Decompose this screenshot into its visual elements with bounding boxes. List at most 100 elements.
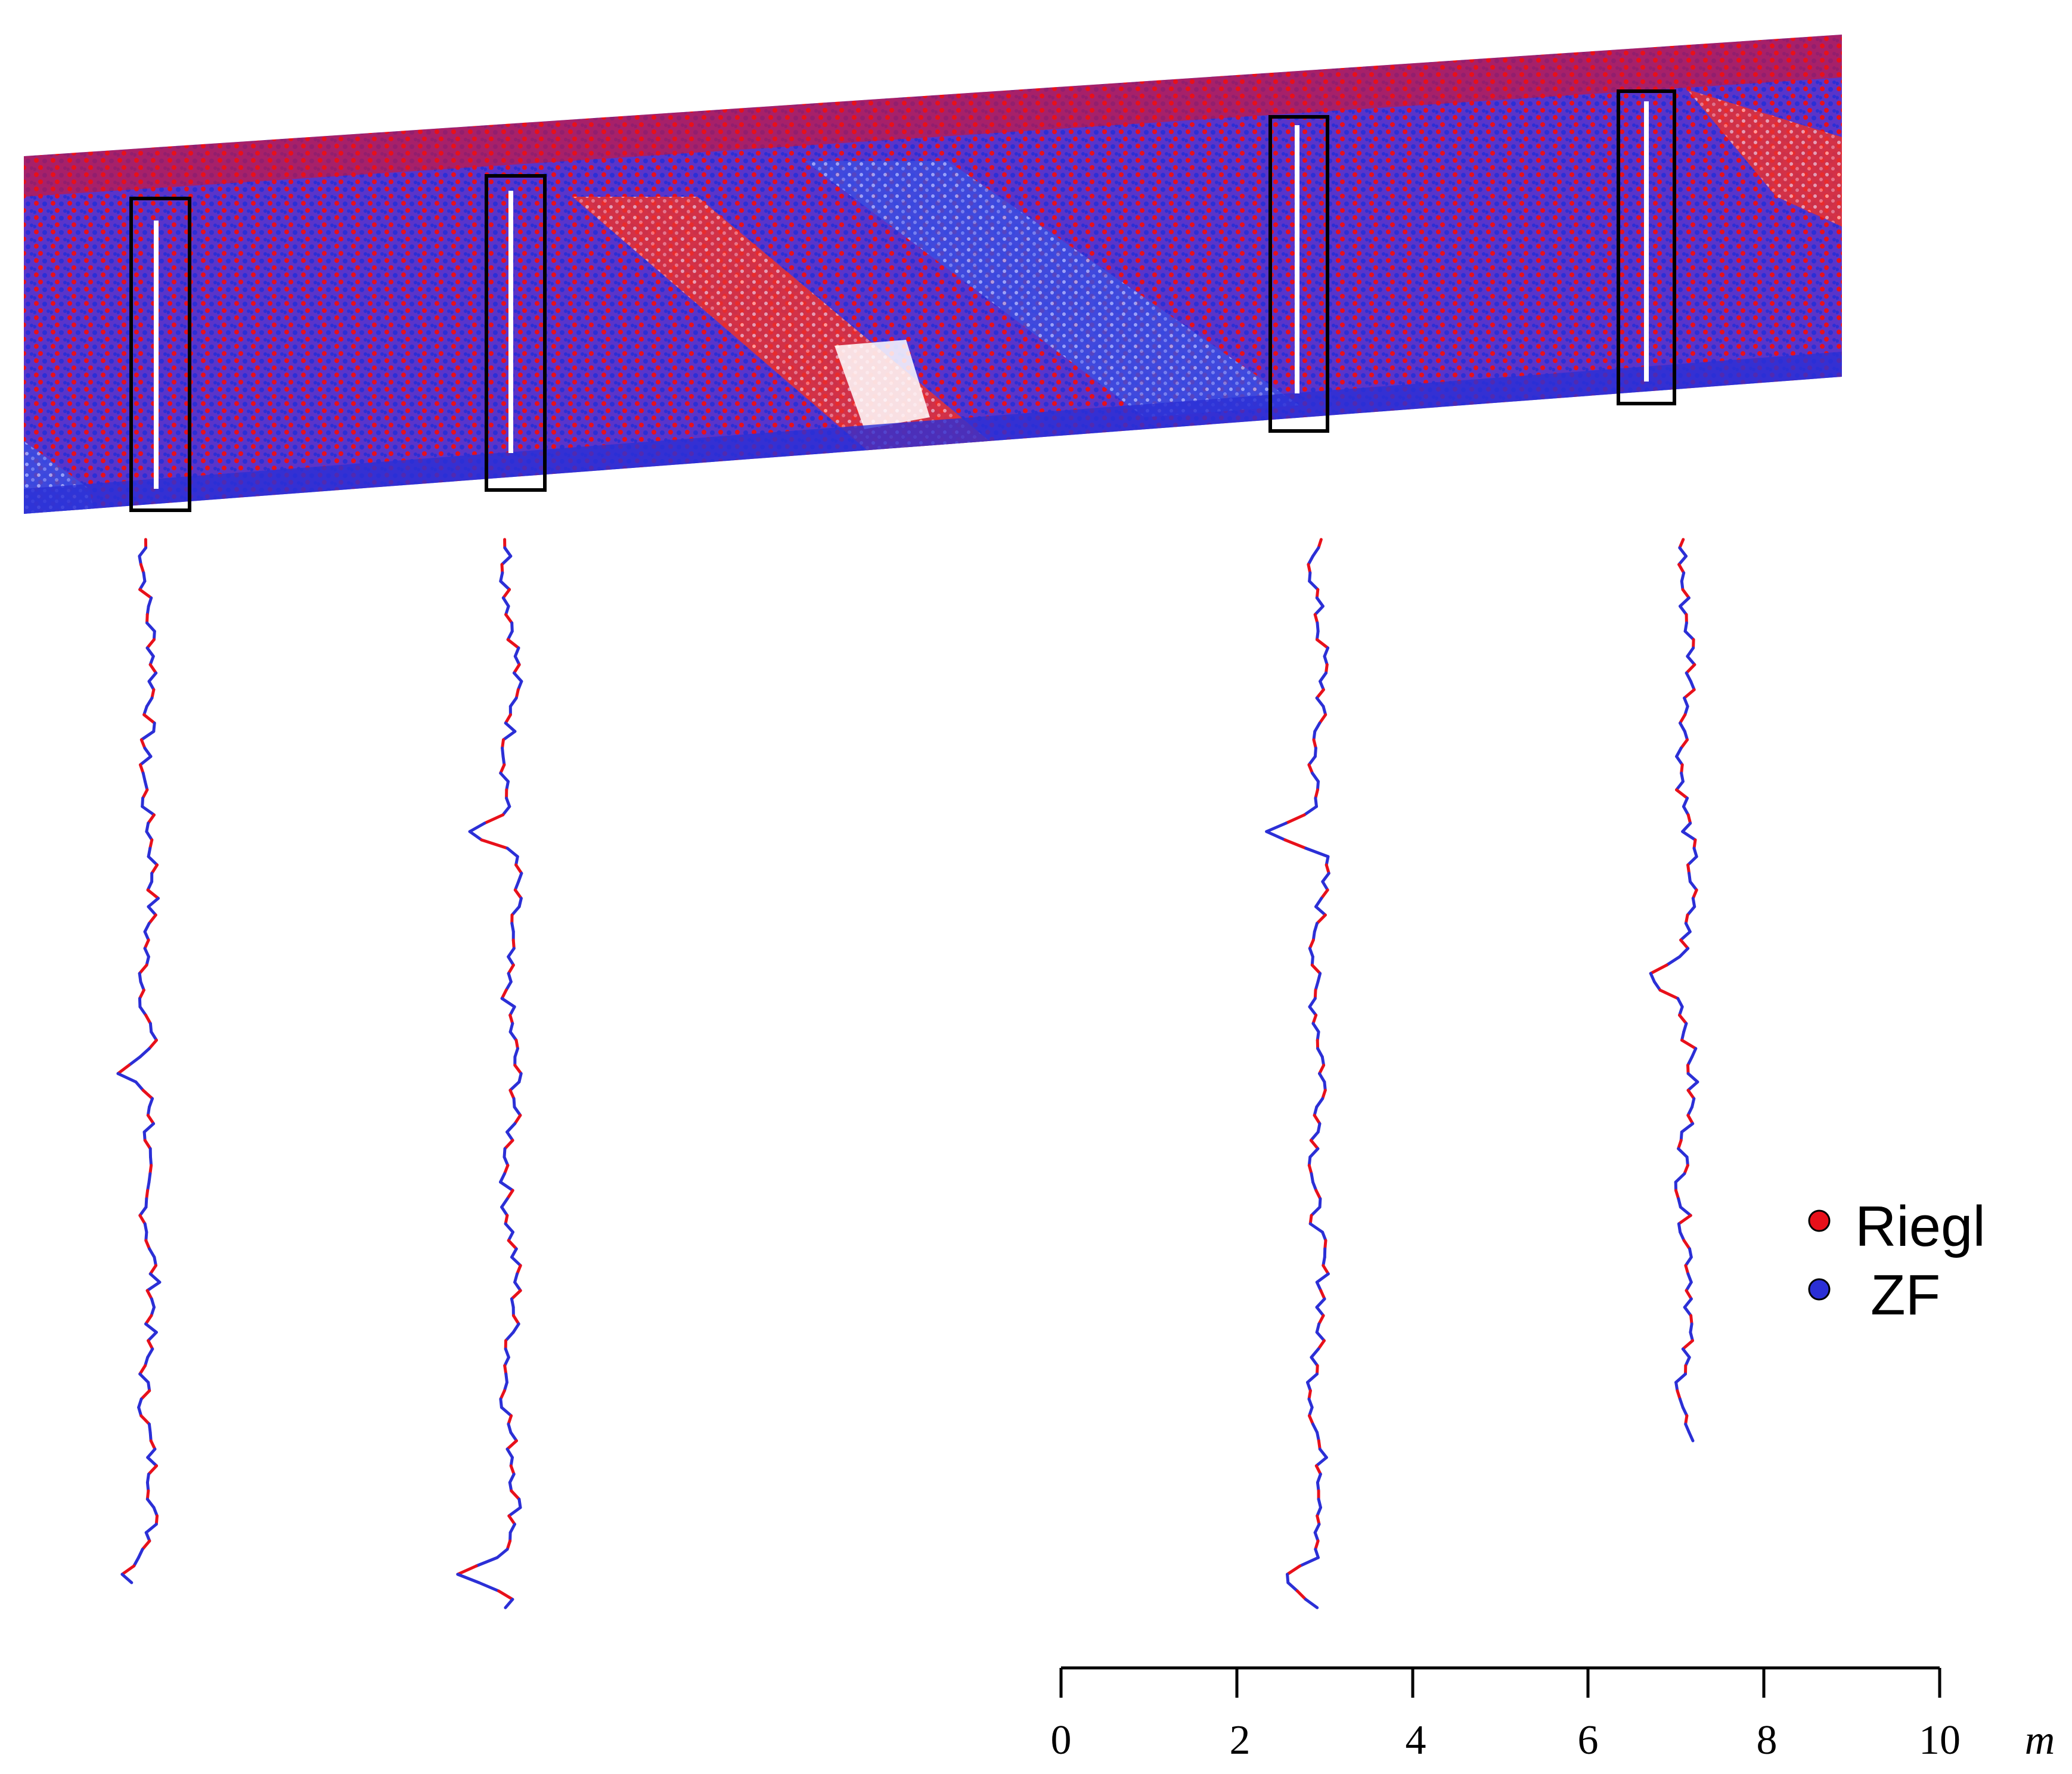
profile-2-segment [508,1005,516,1017]
profile-4-segment [1649,972,1656,984]
profile-3-segment [1283,838,1308,850]
profile-2-segment [474,1556,499,1568]
profile-1-segment [146,888,160,900]
profile-2-segment [503,1356,510,1367]
selection-boxes [129,89,1676,512]
profile-2-segment [502,730,517,742]
profile-2-segment [516,1264,522,1276]
profile-1-segment [147,1038,158,1050]
profile-2-segment [504,713,512,725]
profile-2-segment [513,1280,522,1292]
profile-1-segment [144,1322,158,1334]
profile-4-segment [1679,596,1691,608]
profile-2-segment [500,1205,509,1217]
profile-3-segment [1317,1339,1326,1351]
profile-1-segment [144,1314,153,1326]
profile-4-segment [1677,1214,1692,1226]
profile-4-segment [1685,1289,1693,1301]
profile-1-segment [144,1239,151,1251]
profile-3-segment [1295,1589,1307,1601]
profile-1-segment [147,897,160,908]
profile-2-segment [500,1406,513,1418]
profile-2-segment [495,1547,509,1559]
profile-2-segment [500,988,508,1000]
profile-1-segment [143,1139,152,1150]
profile-2-segment [504,1330,515,1342]
profile-4-segment [1678,538,1685,550]
profile-1-segment [116,1063,131,1075]
profile-1-segment [149,1439,157,1451]
profile-2-segment [499,763,506,775]
profile-4-segment [1658,988,1680,1000]
profile-1-segment [144,1522,158,1534]
profile-2-segment [504,980,513,992]
profile-4-segment [1683,696,1689,708]
profile-1-segment [145,696,154,708]
profile-3-segment [1284,813,1306,825]
profile-1-segment [147,813,156,825]
profile-1-segment [138,1364,147,1376]
profile-3-segment [1308,579,1320,591]
blue-diagonal-band [805,161,1299,417]
profile-2-segment [516,680,523,691]
profile-1-segment [138,1205,148,1217]
profile-2-segment [508,1472,516,1484]
profile-1-segment [145,1289,153,1301]
profile-2-segment [501,588,511,600]
profile-3-segment [1311,1422,1319,1434]
profile-3-segment [1319,680,1325,691]
profile-2-segment [509,1431,518,1443]
profile-1-segment [148,1264,157,1276]
scale-label-6: 6 [1578,1717,1599,1763]
profile-3-segment [1316,1506,1322,1518]
profile-1-segment [146,1114,156,1125]
profile-1-segment [137,1547,144,1559]
profile-2-segment [499,579,511,591]
profile-4-segment [1681,588,1691,600]
scale-label-10: 10 [1919,1717,1961,1763]
profile-1-segment [139,980,145,992]
profile-1-segment [147,1330,158,1342]
profile-3-segment [1307,763,1314,775]
profile-4-segment [1683,1164,1689,1176]
profile-2-segment [506,638,520,650]
profile-3-segment [1310,1356,1319,1367]
profile-2-segment [503,546,513,558]
profile-1-segment [139,730,156,742]
profile-4-segment [1681,1406,1689,1418]
selection-box-3 [1268,115,1329,433]
profile-4-segment [1683,688,1696,700]
profile-1-segment [138,579,147,591]
profile-2-segment [456,1573,480,1584]
profile-3-segment [1313,1114,1322,1125]
profile-1-segment [139,1414,151,1426]
cross-section-profiles [116,538,1699,1609]
profile-4-segment [1679,1230,1686,1242]
profile-3-segment [1308,997,1317,1009]
profile-2-segment [500,554,513,566]
profile-2-segment [508,1522,516,1534]
profile-4-segment [1683,629,1695,641]
profile-4-segment [1681,1339,1694,1351]
profile-3-segment [1304,846,1330,858]
profile-1-segment [145,638,156,650]
profile-1-segment [138,1214,147,1226]
profile-3-segment [1319,1289,1326,1301]
profile-2-segment [507,955,515,967]
profile-4-segment [1686,1080,1699,1092]
profile-4-segment [1691,888,1698,900]
selection-box-4 [1617,89,1676,405]
profile-2-segment [511,1314,520,1326]
profile-2-segment [507,1239,518,1251]
profile-2-segment [501,805,511,817]
profile-2-segment [499,1180,514,1192]
profile-2-segment [513,1105,522,1117]
profile-4-segment [1675,780,1685,792]
profile-3-segment [1311,1180,1318,1192]
profile-4-segment [1686,1055,1693,1067]
profile-1-segment [138,755,153,767]
profile-4-segment [1676,997,1684,1009]
profile-2-segment [505,1447,514,1459]
selection-box-2 [485,174,547,492]
profile-2-segment [500,1197,509,1209]
